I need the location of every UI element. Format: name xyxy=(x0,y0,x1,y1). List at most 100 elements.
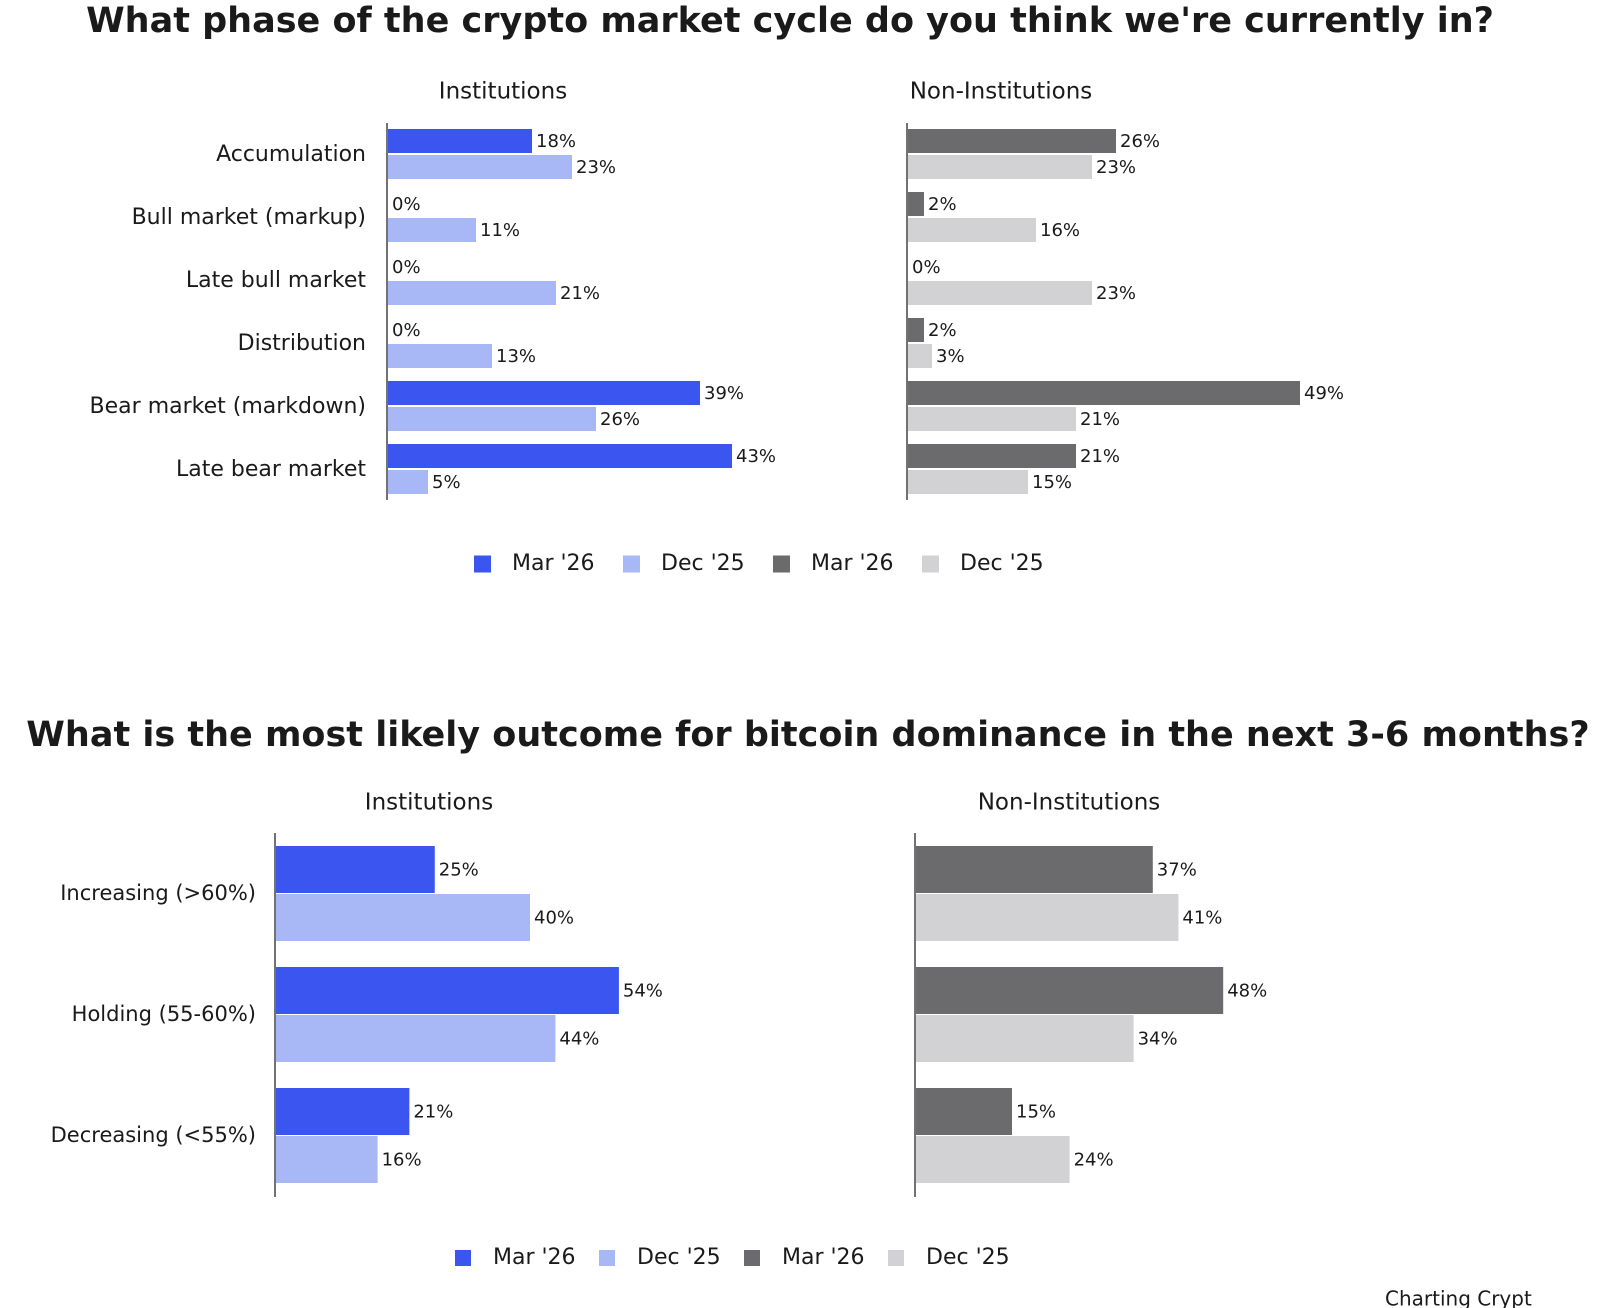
bar xyxy=(908,344,932,368)
value-label: 3% xyxy=(936,346,965,367)
value-label: 15% xyxy=(1032,472,1072,493)
bar xyxy=(388,129,532,153)
bar xyxy=(916,1015,1134,1062)
value-label: 49% xyxy=(1304,383,1344,404)
panel-title: Institutions xyxy=(365,790,493,816)
bar xyxy=(908,192,924,216)
value-label: 54% xyxy=(623,981,663,1002)
value-label: 0% xyxy=(392,194,421,215)
value-label: 41% xyxy=(1182,908,1222,929)
value-label: 23% xyxy=(1096,283,1136,304)
category-label: Late bear market xyxy=(176,457,366,482)
value-label: 26% xyxy=(1120,131,1160,152)
value-label: 23% xyxy=(576,157,616,178)
value-label: 21% xyxy=(560,283,600,304)
legend-swatch xyxy=(888,1250,904,1266)
bar xyxy=(388,281,556,305)
value-label: 21% xyxy=(1080,409,1120,430)
value-label: 2% xyxy=(928,194,957,215)
legend-swatch xyxy=(455,1250,471,1266)
legend-label: Mar '26 xyxy=(493,1245,576,1270)
bar xyxy=(276,967,619,1014)
panel-title: Non-Institutions xyxy=(978,790,1161,816)
bar xyxy=(908,407,1076,431)
bar xyxy=(276,1015,556,1062)
value-label: 43% xyxy=(736,446,776,467)
bar xyxy=(388,155,572,179)
category-label: Late bull market xyxy=(186,268,366,293)
value-label: 26% xyxy=(600,409,640,430)
value-label: 18% xyxy=(536,131,576,152)
value-label: 15% xyxy=(1016,1102,1056,1123)
bar xyxy=(916,846,1153,893)
value-label: 40% xyxy=(534,908,574,929)
panel-title: Institutions xyxy=(439,79,567,105)
value-label: 24% xyxy=(1074,1150,1114,1171)
category-label: Distribution xyxy=(238,331,366,356)
value-label: 23% xyxy=(1096,157,1136,178)
legend-label: Mar '26 xyxy=(782,1245,865,1270)
bar xyxy=(908,381,1300,405)
panel-title: Non-Institutions xyxy=(910,79,1093,105)
value-label: 44% xyxy=(559,1029,599,1050)
legend-swatch xyxy=(922,555,939,573)
bar xyxy=(916,894,1179,941)
category-label: Bull market (markup) xyxy=(132,205,366,230)
category-label: Decreasing (<55%) xyxy=(51,1123,256,1147)
bar xyxy=(388,218,476,242)
legend-label: Mar '26 xyxy=(811,551,894,576)
category-label: Holding (55-60%) xyxy=(72,1002,256,1026)
value-label: 0% xyxy=(912,257,941,278)
bar xyxy=(908,218,1036,242)
bar xyxy=(908,444,1076,468)
bar xyxy=(908,155,1092,179)
bar xyxy=(908,281,1092,305)
bar xyxy=(276,1088,410,1135)
legend-swatch xyxy=(744,1250,760,1266)
bar xyxy=(388,444,732,468)
footer: Charting Crypt xyxy=(1385,1287,1532,1308)
chart-title: What is the most likely outcome for bitc… xyxy=(26,715,1589,755)
value-label: 0% xyxy=(392,257,421,278)
legend-label: Dec '25 xyxy=(637,1245,721,1270)
category-label: Increasing (>60%) xyxy=(60,881,256,905)
value-label: 13% xyxy=(496,346,536,367)
value-label: 11% xyxy=(480,220,520,241)
legend-swatch xyxy=(599,1250,615,1266)
legend-label: Dec '25 xyxy=(960,551,1044,576)
value-label: 0% xyxy=(392,320,421,341)
value-label: 34% xyxy=(1138,1029,1178,1050)
legend-label: Dec '25 xyxy=(661,551,745,576)
value-label: 25% xyxy=(439,860,479,881)
category-label: Accumulation xyxy=(216,142,366,167)
value-label: 5% xyxy=(432,472,461,493)
legend-swatch xyxy=(773,555,790,573)
bar xyxy=(916,1088,1012,1135)
bar xyxy=(388,407,596,431)
chart-title: What phase of the crypto market cycle do… xyxy=(86,1,1494,41)
bar xyxy=(908,129,1116,153)
bar xyxy=(276,846,435,893)
value-label: 16% xyxy=(1040,220,1080,241)
value-label: 37% xyxy=(1157,860,1197,881)
bar xyxy=(916,967,1224,1014)
bar xyxy=(916,1136,1070,1183)
value-label: 39% xyxy=(704,383,744,404)
value-label: 2% xyxy=(928,320,957,341)
bar xyxy=(908,470,1028,494)
bar xyxy=(388,381,700,405)
bar xyxy=(908,318,924,342)
value-label: 21% xyxy=(413,1102,453,1123)
bar xyxy=(276,1136,378,1183)
value-label: 16% xyxy=(382,1150,422,1171)
bar xyxy=(388,470,428,494)
value-label: 48% xyxy=(1227,981,1267,1002)
legend-swatch xyxy=(474,555,491,573)
category-label: Bear market (markdown) xyxy=(90,394,366,419)
bar xyxy=(276,894,530,941)
value-label: 21% xyxy=(1080,446,1120,467)
legend-label: Dec '25 xyxy=(926,1245,1010,1270)
bar xyxy=(388,344,492,368)
